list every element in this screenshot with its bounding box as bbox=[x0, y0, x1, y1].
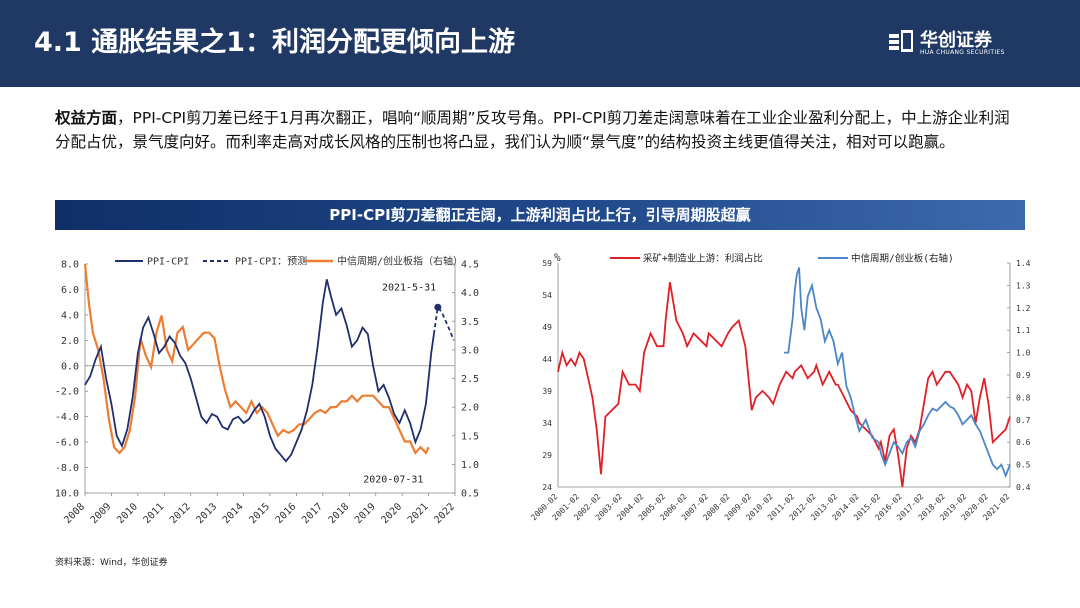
x-tick-label: 2021 bbox=[406, 501, 431, 526]
left-y-tick-label: 34 bbox=[542, 419, 552, 428]
header-bar: 4.1 通胀结果之1：利润分配更倾向上游 华创证券 HUA CHUANG SEC… bbox=[0, 0, 1080, 87]
right-y-tick-label: 1.5 bbox=[461, 431, 479, 442]
x-tick-label: 2010 bbox=[115, 501, 140, 526]
right-y-tick-label: 2.5 bbox=[461, 374, 479, 385]
legend-label-ratio: 中信周期/创业板(右轴) bbox=[851, 253, 954, 265]
left-y-tick-label: -2.0 bbox=[55, 387, 79, 398]
right-y-tick-label: 4.0 bbox=[461, 288, 479, 299]
unit-label: % bbox=[554, 251, 561, 264]
right-y-tick-label: 4.5 bbox=[461, 260, 479, 271]
left-y-tick-label: 29 bbox=[542, 451, 552, 460]
left-y-tick-label: -8.0 bbox=[55, 463, 79, 474]
intro-paragraph: 权益方面，PPI-CPI剪刀差已经于1月再次翻正，唱响“顺周期”反攻号角。PPI… bbox=[55, 106, 1025, 154]
right-y-tick-label: 1.20 bbox=[1016, 304, 1030, 313]
right-y-tick-label: 1.00 bbox=[1016, 349, 1030, 358]
x-tick-label: 2018 bbox=[327, 501, 352, 526]
chart-banner: PPI-CPI剪刀差翻正走阔，上游利润占比上行，引导周期股超赢 bbox=[55, 200, 1025, 230]
left-y-tick-label: 59 bbox=[542, 259, 552, 268]
series-profit-share-line bbox=[557, 282, 1011, 488]
left-y-tick-label: 2.0 bbox=[61, 336, 79, 347]
annotation-2021-5-31: 2021-5-31 bbox=[382, 282, 436, 293]
left-y-tick-label: 44 bbox=[542, 355, 552, 364]
intro-text: ，PPI-CPI剪刀差已经于1月再次翻正，唱响“顺周期”反攻号角。PPI-CPI… bbox=[55, 109, 1010, 151]
series-ppi-cpi-line bbox=[84, 279, 435, 463]
right-y-tick-label: 0.40 bbox=[1016, 483, 1030, 492]
series-ratio-line bbox=[784, 267, 1011, 479]
x-tick-label: 2015 bbox=[247, 501, 272, 526]
series-forecast-line bbox=[433, 305, 455, 341]
x-tick-label: 2014 bbox=[221, 501, 246, 526]
right-y-tick-label: 2.0 bbox=[461, 403, 479, 414]
x-tick-label: 2011 bbox=[142, 501, 167, 526]
right-y-tick-label: 1.10 bbox=[1016, 326, 1030, 335]
left-y-tick-label: -10.0 bbox=[55, 489, 79, 500]
left-y-tick-label: 6.0 bbox=[61, 285, 79, 296]
right-y-tick-label: 1.40 bbox=[1016, 259, 1030, 268]
legend-label-ppi-cpi: PPI-CPI bbox=[147, 257, 189, 268]
right-y-tick-label: 0.90 bbox=[1016, 371, 1030, 380]
x-tick-label: 2009 bbox=[89, 501, 114, 526]
right-y-tick-label: 1.0 bbox=[461, 460, 479, 471]
page-title: 4.1 通胀结果之1：利润分配更倾向上游 bbox=[34, 27, 516, 58]
right-y-tick-label: 3.5 bbox=[461, 317, 479, 328]
annotation-2020-07-31: 2020-07-31 bbox=[363, 475, 423, 486]
annotation-2021-5-31-marker bbox=[434, 303, 442, 311]
left-y-tick-label: 24 bbox=[542, 483, 552, 492]
x-tick-label: 2020 bbox=[379, 501, 404, 526]
right-y-tick-label: 0.80 bbox=[1016, 393, 1030, 402]
brand-name-cn: 华创证券 bbox=[920, 30, 992, 51]
x-tick-label: 2008 bbox=[62, 501, 87, 526]
x-tick-label: 2022 bbox=[432, 501, 457, 526]
right-y-tick-label: 0.5 bbox=[461, 489, 479, 500]
brand-name-en: HUA CHUANG SECURITIES bbox=[920, 49, 1005, 56]
left-y-tick-label: -6.0 bbox=[55, 438, 79, 449]
x-tick-label: 2013 bbox=[194, 501, 219, 526]
right-y-tick-label: 0.50 bbox=[1016, 461, 1030, 470]
left-y-tick-label: 54 bbox=[542, 291, 552, 300]
x-tick-label: 2017 bbox=[300, 501, 325, 526]
intro-lead: 权益方面 bbox=[55, 109, 118, 127]
right-y-tick-label: 1.30 bbox=[1016, 281, 1030, 290]
source-note: 资料来源：Wind，华创证券 bbox=[55, 558, 168, 568]
left-y-tick-label: 49 bbox=[542, 323, 552, 332]
legend-label-profit: 采矿+制造业上游：利润占比 bbox=[643, 253, 763, 265]
left-y-tick-label: -4.0 bbox=[55, 412, 79, 423]
right-y-tick-label: 0.60 bbox=[1016, 438, 1030, 447]
left-y-tick-label: 4.0 bbox=[61, 310, 79, 321]
chart-left-ppi-cpi: 8.0 6.0 4.0 2.0 0.0 -2.0 -4.0 -6.0 -8.0 -10.0 4.5 4… bbox=[55, 255, 479, 527]
left-y-tick-label: 8.0 bbox=[61, 260, 79, 271]
left-y-tick-label: 0.0 bbox=[61, 361, 79, 372]
right-y-tick-label: 0.70 bbox=[1016, 416, 1030, 425]
x-tick-label: 2016 bbox=[274, 501, 299, 526]
x-tick-label: 2019 bbox=[353, 501, 378, 526]
right-y-tick-label: 3.0 bbox=[461, 345, 479, 356]
legend-label-ratio: 中信周期/创业板指（右轴） bbox=[337, 255, 463, 268]
chart-right-profit-share: %59 54 49 44 39 34 29 24 1.40 1.30 1.20 1.10 1.00 0.9… bbox=[530, 251, 1030, 522]
x-tick-label: 2012 bbox=[168, 501, 193, 526]
legend-label-forecast: PPI-CPI：预测 bbox=[235, 255, 307, 268]
logo-icon bbox=[889, 30, 913, 52]
left-y-tick-label: 39 bbox=[542, 387, 552, 396]
